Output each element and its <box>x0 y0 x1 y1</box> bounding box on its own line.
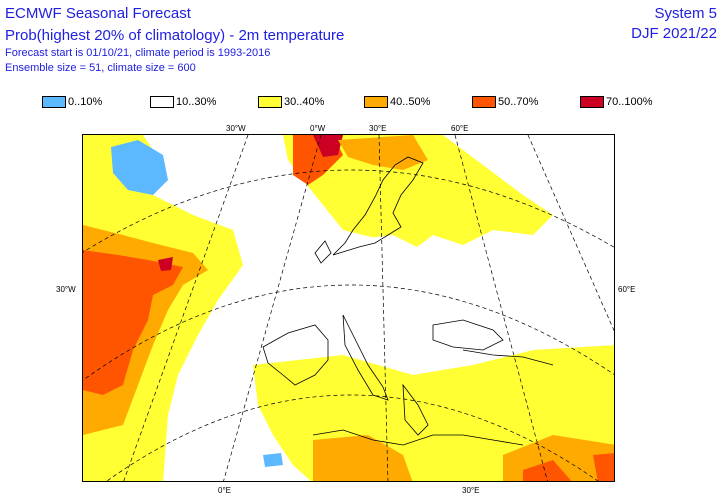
legend-label: 50..70% <box>498 96 539 108</box>
lon-label-left: 30°W <box>56 285 76 294</box>
lon-label-top: 30°W <box>226 124 246 133</box>
legend-item: 10..30% <box>150 95 216 109</box>
map-subtitle: Prob(highest 20% of climatology) - 2m te… <box>5 27 345 44</box>
lon-label-top: 60°E <box>451 124 469 133</box>
legend-label: 70..100% <box>606 96 653 108</box>
system-label: System 5 <box>654 5 717 22</box>
coastlines <box>262 156 554 446</box>
legend-swatch <box>364 96 388 108</box>
forecast-info: Forecast start is 01/10/21, climate peri… <box>5 47 271 59</box>
legend-swatch <box>258 96 282 108</box>
lon-label-bottom: 0°E <box>218 486 231 495</box>
legend-label: 10..30% <box>176 96 217 108</box>
legend-item: 30..40% <box>258 95 324 109</box>
legend-label: 40..50% <box>390 96 431 108</box>
legend-swatch <box>580 96 604 108</box>
legend-swatch <box>150 96 174 108</box>
lon-label-right: 60°E <box>618 285 636 294</box>
legend-label: 0..10% <box>68 96 103 108</box>
legend-item: 50..70% <box>472 95 538 109</box>
lon-label-top: 0°W <box>310 124 326 133</box>
map-canvas <box>83 135 614 481</box>
legend-swatch <box>472 96 496 108</box>
legend-item: 40..50% <box>364 95 430 109</box>
legend-item: 0..10% <box>42 95 102 109</box>
ensemble-info: Ensemble size = 51, climate size = 600 <box>5 62 196 74</box>
forecast-map <box>82 134 615 482</box>
legend-label: 30..40% <box>284 96 325 108</box>
season-label: DJF 2021/22 <box>631 25 717 42</box>
graticule <box>83 135 614 481</box>
lon-label-bottom: 30°E <box>462 486 480 495</box>
legend-swatch <box>42 96 66 108</box>
probability-shading <box>83 135 614 481</box>
legend-item: 70..100% <box>580 95 652 109</box>
legend: 0..10% 10..30% 30..40% 40..50% 50..70% 7… <box>0 95 725 111</box>
lon-label-top: 30°E <box>369 124 387 133</box>
map-title: ECMWF Seasonal Forecast <box>5 5 191 22</box>
